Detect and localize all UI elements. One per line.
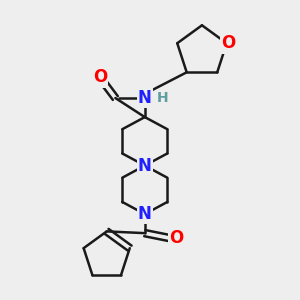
Text: N: N <box>138 157 152 175</box>
Text: N: N <box>138 89 152 107</box>
Text: O: O <box>93 68 107 86</box>
Text: O: O <box>169 229 183 247</box>
Text: N: N <box>138 205 152 223</box>
Text: O: O <box>221 34 236 52</box>
Text: H: H <box>156 91 168 105</box>
